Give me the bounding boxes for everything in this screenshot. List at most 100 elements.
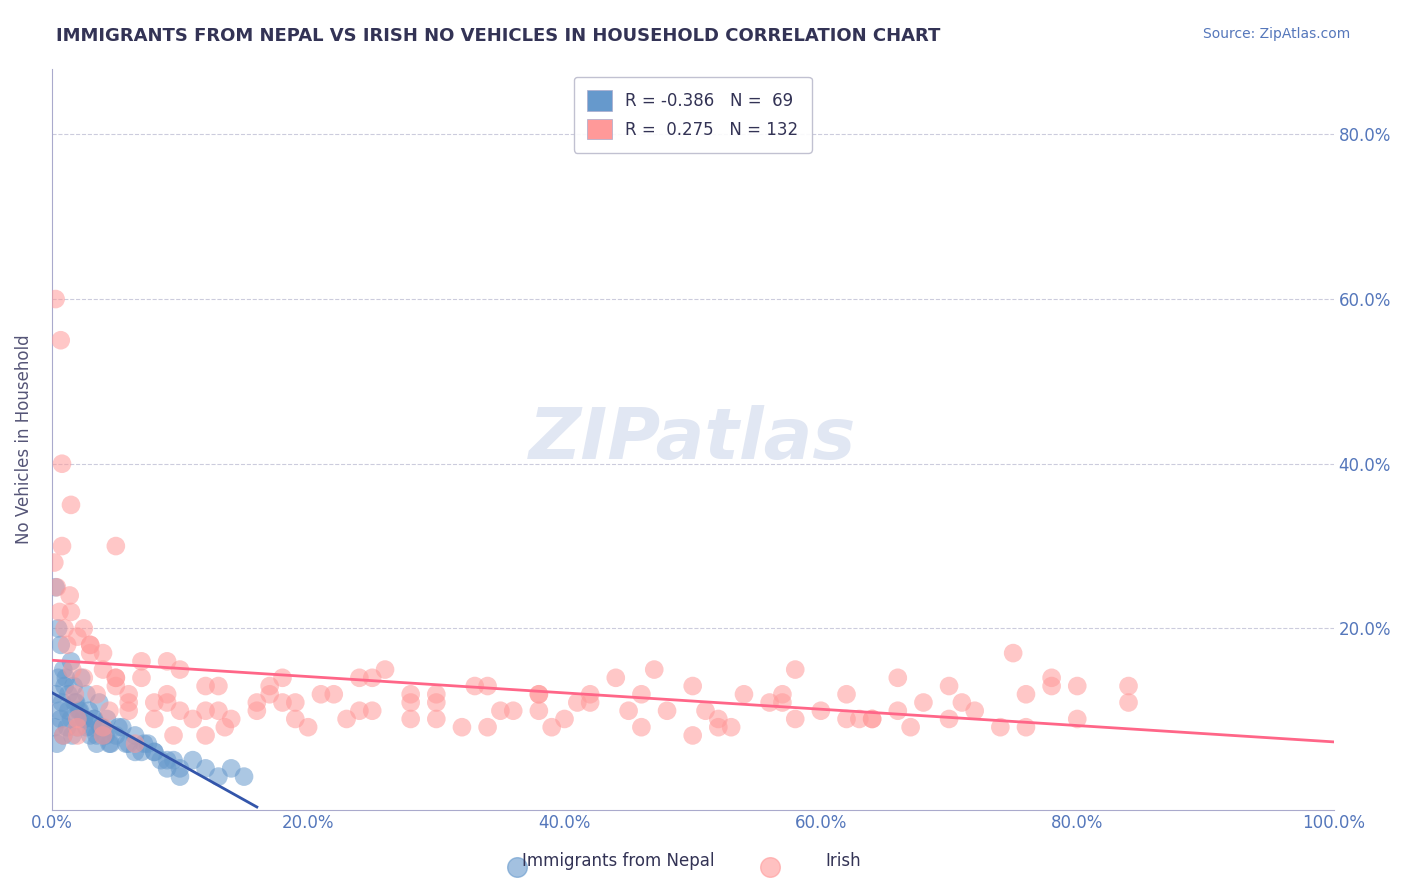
Point: [143, 712, 166, 726]
Point: [45, 737, 67, 751]
Point: [46, 621, 69, 635]
Point: [86, 687, 108, 701]
Point: [45, 580, 67, 594]
Point: [271, 696, 294, 710]
Point: [156, 654, 179, 668]
Point: [682, 679, 704, 693]
Point: [630, 720, 652, 734]
Point: [104, 671, 127, 685]
Point: [1040, 671, 1063, 685]
Point: [79, 646, 101, 660]
Point: [219, 761, 242, 775]
Point: [579, 687, 602, 701]
Point: [51, 696, 73, 710]
Point: [52, 728, 75, 742]
Point: [156, 687, 179, 701]
Legend: R = -0.386   N =  69, R =  0.275   N = 132: R = -0.386 N = 69, R = 0.275 N = 132: [574, 77, 811, 153]
Point: [48, 704, 70, 718]
Point: [124, 728, 146, 742]
Text: Irish: Irish: [825, 852, 862, 870]
Point: [695, 704, 717, 718]
Point: [79, 728, 101, 742]
Point: [52, 728, 75, 742]
Point: [271, 671, 294, 685]
Point: [284, 712, 307, 726]
Point: [149, 753, 172, 767]
Point: [194, 704, 217, 718]
Point: [66, 720, 89, 734]
Point: [770, 696, 793, 710]
Point: [214, 720, 236, 734]
Point: [349, 704, 371, 718]
Point: [60, 663, 83, 677]
Point: [1040, 679, 1063, 693]
Point: [169, 770, 191, 784]
Point: [77, 704, 100, 718]
Point: [79, 638, 101, 652]
Point: [53, 679, 76, 693]
Point: [181, 712, 204, 726]
Point: [63, 696, 86, 710]
Point: [527, 687, 550, 701]
Point: [887, 704, 910, 718]
Point: [46, 671, 69, 685]
Point: [59, 654, 82, 668]
Y-axis label: No Vehicles in Household: No Vehicles in Household: [15, 334, 32, 544]
Point: [1118, 696, 1140, 710]
Point: [66, 720, 89, 734]
Point: [70, 671, 93, 685]
Point: [118, 687, 141, 701]
Point: [45, 580, 67, 594]
Point: [65, 696, 87, 710]
Point: [132, 737, 155, 751]
Point: [91, 663, 114, 677]
Point: [156, 761, 179, 775]
Point: [49, 712, 72, 726]
Point: [284, 696, 307, 710]
Point: [605, 671, 627, 685]
Point: [91, 728, 114, 742]
Point: [89, 696, 111, 710]
Point: [810, 704, 832, 718]
Text: Immigrants from Nepal: Immigrants from Nepal: [523, 852, 714, 870]
Point: [950, 696, 973, 710]
Point: [49, 638, 72, 652]
Point: [111, 720, 134, 734]
Point: [1015, 720, 1038, 734]
Point: [55, 671, 77, 685]
Point: [938, 679, 960, 693]
Point: [83, 712, 105, 726]
Point: [399, 712, 422, 726]
Point: [124, 745, 146, 759]
Point: [73, 671, 96, 685]
Point: [169, 663, 191, 677]
Point: [860, 712, 883, 726]
Point: [131, 654, 153, 668]
Point: [425, 687, 447, 701]
Point: [477, 720, 499, 734]
Point: [59, 498, 82, 512]
Point: [361, 704, 384, 718]
Point: [156, 753, 179, 767]
Point: [399, 687, 422, 701]
Point: [860, 712, 883, 726]
Point: [322, 687, 344, 701]
Point: [104, 671, 127, 685]
Point: [169, 761, 191, 775]
Point: [425, 712, 447, 726]
Point: [643, 663, 665, 677]
Text: Source: ZipAtlas.com: Source: ZipAtlas.com: [1202, 27, 1350, 41]
Point: [143, 745, 166, 759]
Point: [91, 728, 114, 742]
Point: [104, 679, 127, 693]
Point: [96, 712, 118, 726]
Point: [553, 712, 575, 726]
Point: [118, 696, 141, 710]
Point: [104, 728, 127, 742]
Point: [60, 728, 83, 742]
Point: [309, 687, 332, 701]
Point: [91, 720, 114, 734]
Point: [502, 704, 524, 718]
Point: [51, 457, 73, 471]
Point: [162, 753, 184, 767]
